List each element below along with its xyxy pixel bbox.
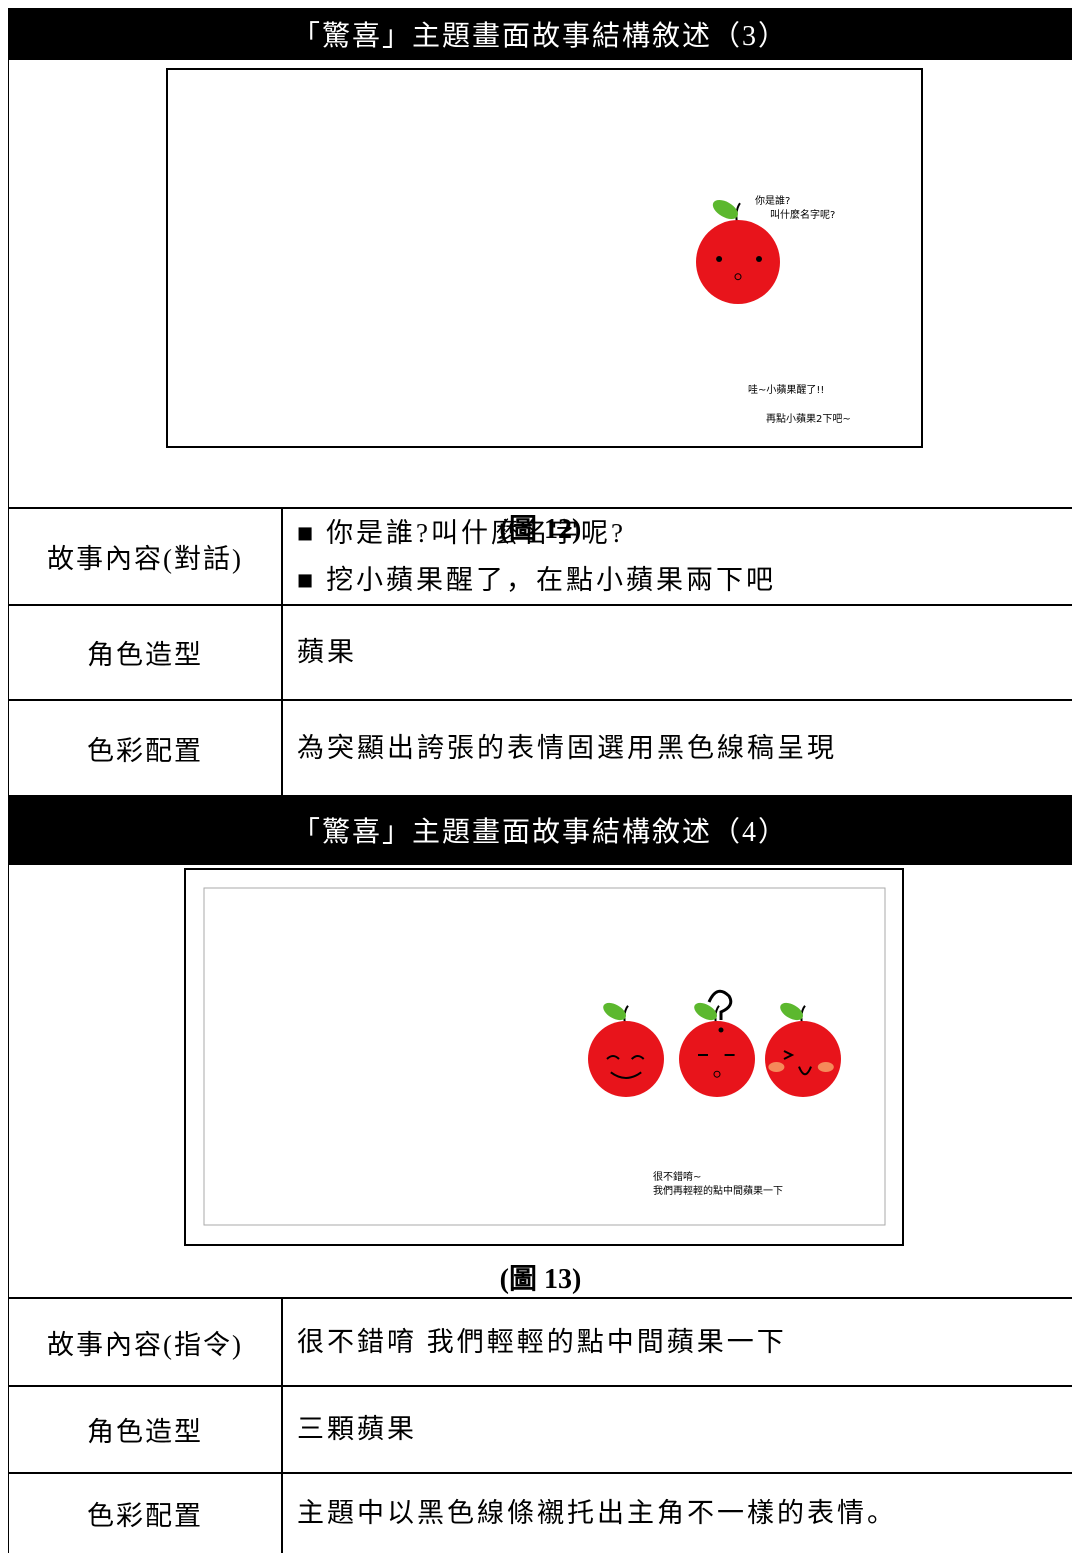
row-value: 你是誰?叫什麼名字呢?挖小蘋果醒了，在點小蘋果兩下吧 [297,509,1072,604]
table-row: 故事內容(指令) 很不錯唷 我們輕輕的點中間蘋果一下 [8,1297,1072,1385]
row-label: 角色造型 [9,1387,283,1472]
row-value: 蘋果 [297,606,1072,699]
figure-text: 你是誰? [755,196,791,207]
figure-art [203,887,886,1226]
row-value: 很不錯唷 我們輕輕的點中間蘋果一下 [297,1299,1072,1385]
row-value: 為突顯出誇張的表情固選用黑色線稿呈現 [297,701,1072,795]
row-item: 為突顯出誇張的表情固選用黑色線稿呈現 [297,732,837,763]
row-item: 很不錯唷 我們輕輕的點中間蘋果一下 [297,1326,787,1357]
figure-caption: (圖 13) [499,1264,582,1295]
row-label: 故事內容(對話) [9,509,283,604]
table-row: 角色造型 蘋果 [8,604,1072,699]
row-item: 蘋果 [297,637,357,667]
table-row: 角色造型 三顆蘋果 [8,1385,1072,1472]
row-item: 三顆蘋果 [297,1414,417,1444]
figure-frame: 你是誰? 叫什麼名字呢? 哇~小蘋果醒了!! 再點小蘋果2下吧~ [166,68,923,448]
row-value: 主題中以黑色線條襯托出主角不一樣的表情。 [297,1474,1072,1553]
row-value: 三顆蘋果 [297,1387,1072,1472]
table-row: 色彩配置 為突顯出誇張的表情固選用黑色線稿呈現 [8,699,1072,795]
figure-text: 再點小蘋果2下吧~ [766,414,851,425]
row-label: 故事內容(指令) [9,1299,283,1385]
row-label: 角色造型 [9,606,283,699]
figure-text: 叫什麼名字呢? [770,210,836,221]
row-label: 色彩配置 [9,701,283,795]
row-item: 挖小蘋果醒了，在點小蘋果兩下吧 [297,557,1072,604]
table-row: 色彩配置 主題中以黑色線條襯托出主角不一樣的表情。 [8,1472,1072,1553]
row-label: 色彩配置 [9,1474,283,1553]
figure-text: 很不錯唷~ [653,1172,702,1183]
section-header: 「驚喜」主題畫面故事結構敘述（4） [8,795,1072,865]
figure-frame: 很不錯唷~ 我們再輕輕的點中間蘋果一下 [184,868,904,1246]
figure-art [696,199,780,304]
figure-area: 你是誰? 叫什麼名字呢? 哇~小蘋果醒了!! 再點小蘋果2下吧~ (圖 12) [8,60,1072,545]
figure-area: 很不錯唷~ 我們再輕輕的點中間蘋果一下 (圖 13) [8,865,1072,1297]
table-row: 故事內容(對話)你是誰?叫什麼名字呢?挖小蘋果醒了，在點小蘋果兩下吧 [8,507,1072,604]
row-item: 你是誰?叫什麼名字呢? [297,510,1072,557]
section-header: 「驚喜」主題畫面故事結構敘述（3） [8,8,1072,60]
figure-text: 我們再輕輕的點中間蘋果一下 [653,1186,783,1197]
figure-text: 哇~小蘋果醒了!! [748,385,825,396]
row-item: 主題中以黑色線條襯托出主角不一樣的表情。 [297,1498,897,1528]
